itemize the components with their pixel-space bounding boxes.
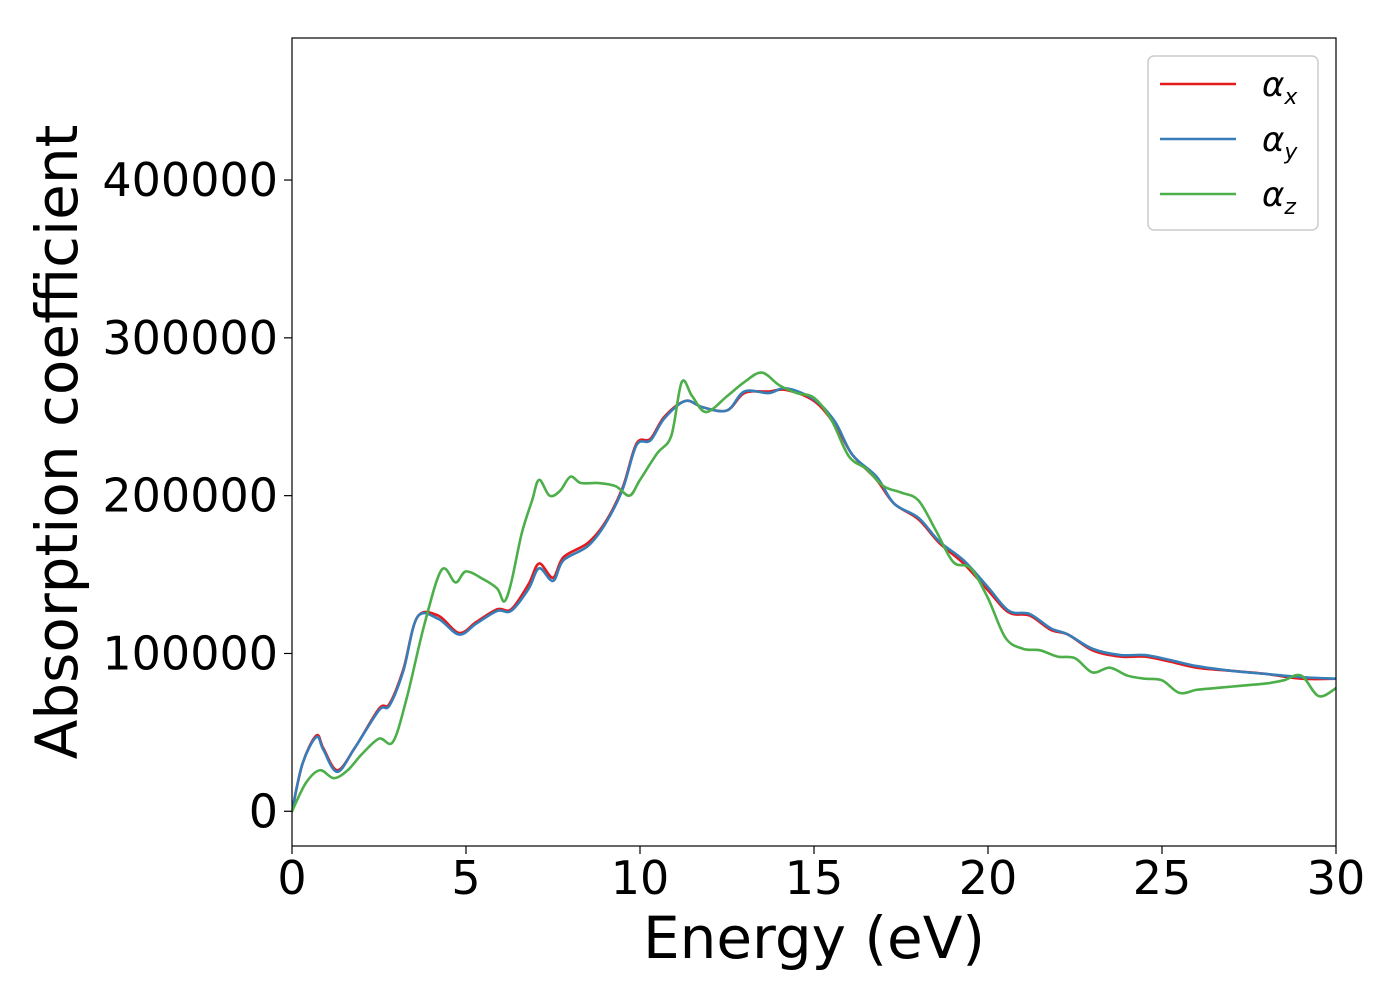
legend-label-z: αz [1262,175,1296,220]
x-tick-label: 30 [1307,851,1366,905]
y-tick-label: 300000 [102,311,278,365]
x-axis: 0 5 10 15 20 25 30 [277,846,1365,905]
legend-label-subscript: y [1283,140,1298,165]
x-tick-label: 20 [959,851,1018,905]
y-tick-label: 200000 [102,469,278,523]
legend-label-y: αy [1262,120,1298,165]
legend-label-subscript: z [1283,195,1296,220]
x-tick-label: 15 [785,851,844,905]
legend-label-base: α [1262,65,1284,105]
legend-label-x: αx [1262,65,1298,110]
x-tick-label: 10 [611,851,670,905]
x-tick-label: 0 [277,851,306,905]
series-layer [292,371,1336,813]
y-axis: 0 100000 200000 300000 400000 [102,153,292,838]
series-line-y [292,386,1336,813]
x-tick-label: 25 [1133,851,1192,905]
y-axis-title: Absorption coefficient [23,125,91,760]
legend-box [1147,55,1319,231]
y-tick-label: 100000 [102,626,278,680]
series-line-x [292,388,1336,813]
x-tick-label: 5 [451,851,480,905]
legend-label-subscript: x [1283,85,1298,110]
y-tick-label: 0 [249,784,278,838]
legend-label-base: α [1262,120,1284,160]
x-axis-title: Energy (eV) [643,904,985,972]
legend-label-base: α [1262,175,1284,215]
y-tick-label: 400000 [102,153,278,207]
series-line-z [292,371,1336,813]
